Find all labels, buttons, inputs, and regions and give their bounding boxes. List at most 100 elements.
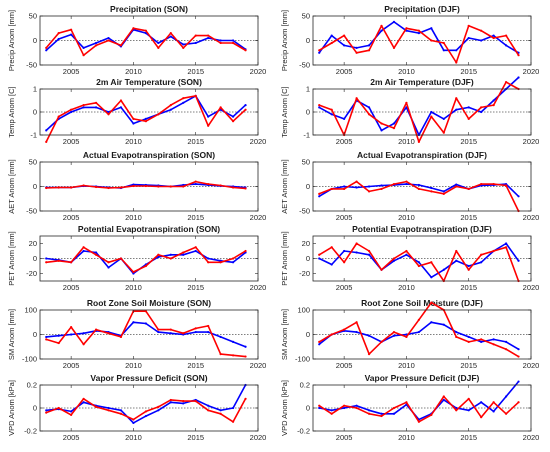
y-tick-label: 0 <box>33 404 37 413</box>
data-point <box>45 140 48 143</box>
data-point <box>94 44 98 47</box>
series-line <box>318 395 520 423</box>
data-point <box>219 335 222 339</box>
data-point <box>70 410 73 413</box>
data-point <box>244 249 247 253</box>
data-point <box>492 36 495 40</box>
data-point <box>207 115 210 118</box>
data-point <box>132 421 135 425</box>
data-point <box>455 183 458 186</box>
series-line <box>318 301 519 358</box>
data-point <box>455 330 458 334</box>
data-point <box>144 322 147 325</box>
data-point <box>82 249 85 253</box>
data-point <box>82 397 85 400</box>
data-point <box>182 185 185 188</box>
data-point <box>504 81 508 84</box>
data-point <box>318 406 321 410</box>
x-tick-label: 2020 <box>523 361 540 370</box>
data-point <box>517 380 520 383</box>
data-point <box>367 412 371 415</box>
data-point <box>82 46 85 49</box>
data-point <box>442 41 445 45</box>
data-point <box>157 113 160 116</box>
data-point <box>442 131 445 134</box>
y-tick-label: 50 <box>302 12 310 21</box>
data-point <box>107 39 110 42</box>
data-point <box>107 266 110 269</box>
data-point <box>504 340 508 343</box>
data-point <box>455 61 458 64</box>
chart-title: Root Zone Soil Moisture (SON) <box>87 298 211 308</box>
data-point <box>157 253 160 256</box>
y-tick-label: -20 <box>299 269 310 278</box>
data-point <box>318 51 321 54</box>
data-point <box>132 418 135 421</box>
data-point <box>417 330 420 334</box>
data-point <box>467 268 470 271</box>
data-point <box>480 401 483 404</box>
data-point <box>380 29 383 32</box>
data-point <box>82 104 85 107</box>
data-point <box>405 180 408 183</box>
data-point <box>182 251 185 254</box>
data-point <box>182 400 185 403</box>
chart-panel: Potential Evapotranspiration (DJF) PET An… <box>280 224 539 292</box>
data-point <box>392 259 396 262</box>
data-point <box>355 97 358 100</box>
y-axis-label: PET Anom [mm] <box>7 231 16 285</box>
data-point <box>194 330 197 334</box>
y-tick-label: -50 <box>26 61 37 70</box>
y-tick-label: -0.2 <box>297 427 310 436</box>
y-tick-label: 100 <box>297 306 310 315</box>
data-point <box>231 257 235 260</box>
data-point <box>455 249 458 253</box>
data-point <box>244 345 247 348</box>
y-tick-label: 50 <box>29 12 37 21</box>
data-point <box>442 190 445 193</box>
chart-panel: Precipitation (SON) Precip Anom [mm] -50 0 5… <box>7 4 266 76</box>
data-point <box>417 264 420 268</box>
data-point <box>392 257 396 260</box>
x-tick-label: 2005 <box>63 67 80 76</box>
data-point <box>367 113 371 116</box>
data-point <box>467 106 470 109</box>
data-point <box>169 398 172 402</box>
x-tick-label: 2015 <box>460 137 477 146</box>
data-point <box>480 110 483 114</box>
data-point <box>207 34 210 37</box>
data-point <box>132 321 135 324</box>
x-tick-label: 2015 <box>460 283 477 292</box>
y-axis-label: Temp Anom [C] <box>280 86 289 137</box>
data-point <box>355 242 358 245</box>
data-point <box>405 182 408 186</box>
data-point <box>430 301 433 304</box>
data-point <box>442 192 445 195</box>
x-tick-label: 2005 <box>63 137 80 146</box>
data-point <box>330 409 333 412</box>
data-point <box>144 117 147 120</box>
data-point <box>207 182 210 186</box>
data-point <box>318 192 321 195</box>
data-point <box>82 401 85 404</box>
data-point <box>169 35 172 38</box>
data-point <box>207 409 210 412</box>
data-point <box>504 412 508 415</box>
data-point <box>492 249 495 253</box>
data-point <box>182 253 185 256</box>
data-point <box>417 420 420 423</box>
data-point <box>45 261 48 264</box>
data-point <box>231 420 235 423</box>
data-point <box>244 187 247 190</box>
x-tick-label: 2015 <box>187 433 204 442</box>
data-point <box>330 412 333 415</box>
data-point <box>467 409 470 412</box>
data-point <box>492 99 495 102</box>
data-point <box>367 353 371 356</box>
chart-panel: Potential Evapotranspiration (SON) PET An… <box>7 224 266 292</box>
data-point <box>480 182 483 186</box>
data-point <box>144 310 147 313</box>
data-point <box>442 398 445 402</box>
x-tick-label: 2020 <box>250 213 267 222</box>
data-point <box>57 334 60 337</box>
